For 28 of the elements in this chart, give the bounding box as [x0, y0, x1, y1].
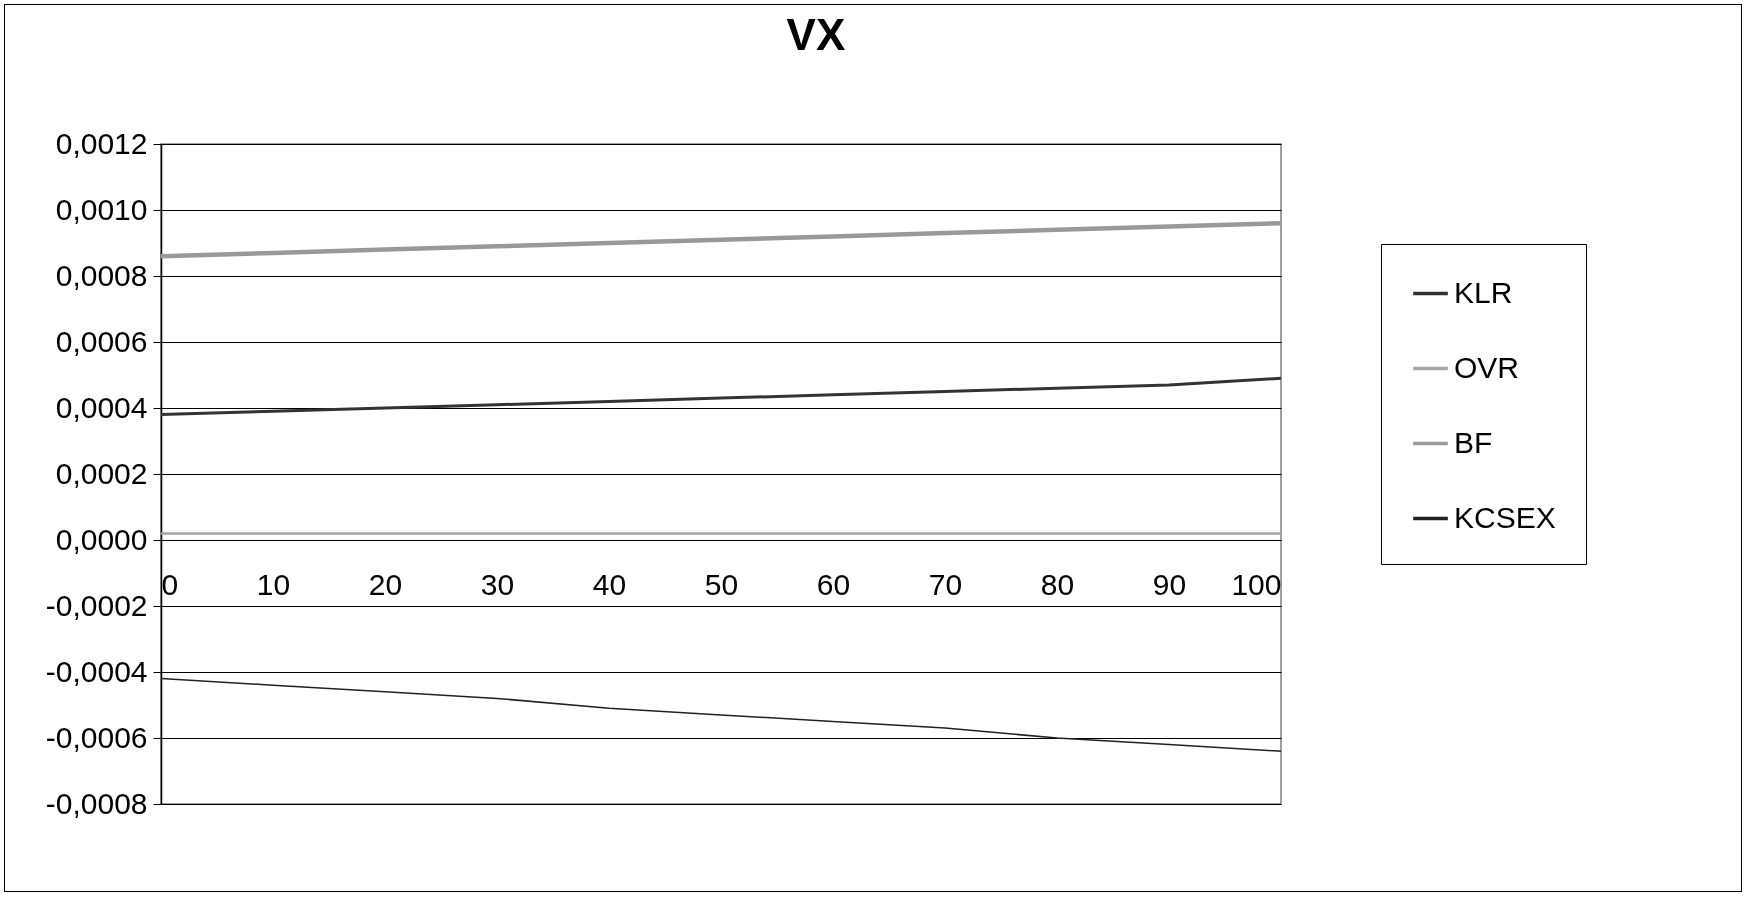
- y-tick-label: 0,0004: [55, 390, 148, 424]
- y-tick-label: 0,0012: [55, 126, 148, 160]
- y-tick-label: 0,0008: [55, 258, 148, 292]
- legend-label: KLR: [1454, 275, 1513, 309]
- x-tick-label: 20: [368, 567, 403, 601]
- x-tick-label: 90: [1152, 567, 1187, 601]
- x-tick-label: 60: [816, 567, 851, 601]
- y-tick-label: 0,0000: [55, 522, 148, 556]
- x-tick-label: 0: [161, 567, 179, 601]
- x-tick-label: 50: [704, 567, 739, 601]
- x-tick-label: 30: [480, 567, 515, 601]
- y-tick-label: -0,0006: [45, 720, 148, 754]
- legend-label: BF: [1454, 425, 1493, 459]
- x-tick-label: 40: [592, 567, 627, 601]
- legend-label: KCSEX: [1454, 500, 1556, 534]
- x-tick-label: 80: [1040, 567, 1075, 601]
- chart-title: VX: [786, 10, 846, 59]
- y-tick-label: 0,0010: [55, 192, 148, 226]
- y-tick-label: -0,0008: [45, 786, 148, 820]
- y-tick-label: 0,0006: [55, 324, 148, 358]
- x-tick-label: 100: [1231, 567, 1282, 601]
- y-tick-label: -0,0002: [45, 588, 148, 622]
- line-series: [158, 220, 1284, 259]
- x-tick-label: 70: [928, 567, 963, 601]
- x-tick-label: 10: [256, 567, 291, 601]
- legend-label: OVR: [1454, 350, 1520, 384]
- y-tick-label: 0,0002: [55, 456, 148, 490]
- y-tick-label: -0,0004: [45, 654, 148, 688]
